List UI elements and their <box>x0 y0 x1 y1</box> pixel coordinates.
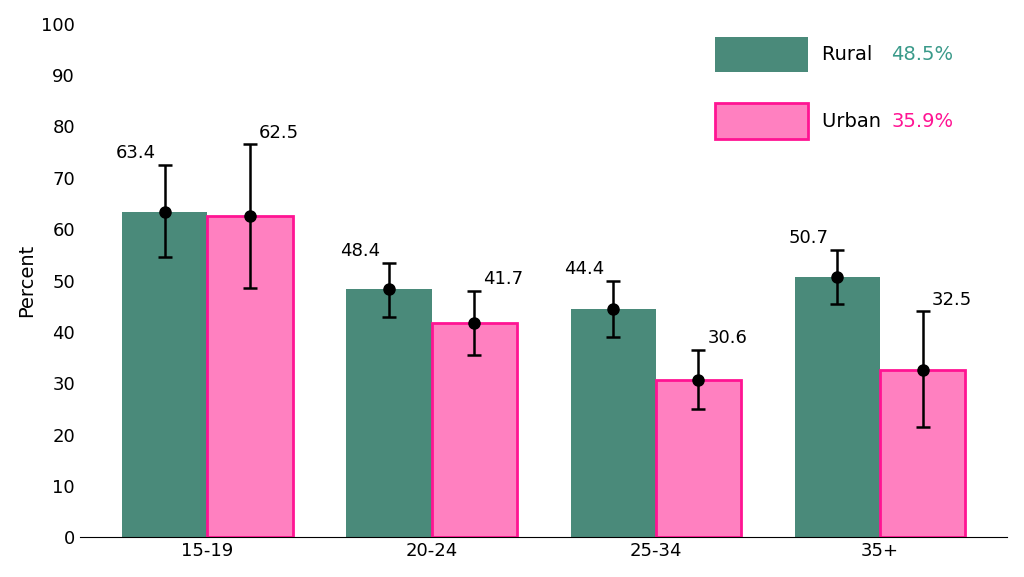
Text: 50.7: 50.7 <box>788 229 828 247</box>
Text: 35.9%: 35.9% <box>892 112 953 131</box>
Text: 48.4: 48.4 <box>340 242 380 260</box>
Bar <box>207 216 293 537</box>
Bar <box>795 277 880 537</box>
Bar <box>570 309 655 537</box>
Text: Rural: Rural <box>822 45 885 64</box>
FancyBboxPatch shape <box>715 36 808 73</box>
Text: 30.6: 30.6 <box>708 329 748 347</box>
Text: 32.5: 32.5 <box>932 291 972 309</box>
Text: 44.4: 44.4 <box>564 260 604 278</box>
Text: 63.4: 63.4 <box>116 144 156 162</box>
FancyBboxPatch shape <box>715 103 808 139</box>
Text: 48.5%: 48.5% <box>892 45 953 64</box>
Bar <box>122 212 207 537</box>
Text: Urban: Urban <box>822 112 893 131</box>
Text: 62.5: 62.5 <box>259 124 299 142</box>
Bar <box>655 380 741 537</box>
Bar <box>880 370 966 537</box>
Text: 41.7: 41.7 <box>483 270 523 288</box>
Bar <box>346 289 431 537</box>
Y-axis label: Percent: Percent <box>16 244 36 317</box>
Bar <box>431 323 517 537</box>
